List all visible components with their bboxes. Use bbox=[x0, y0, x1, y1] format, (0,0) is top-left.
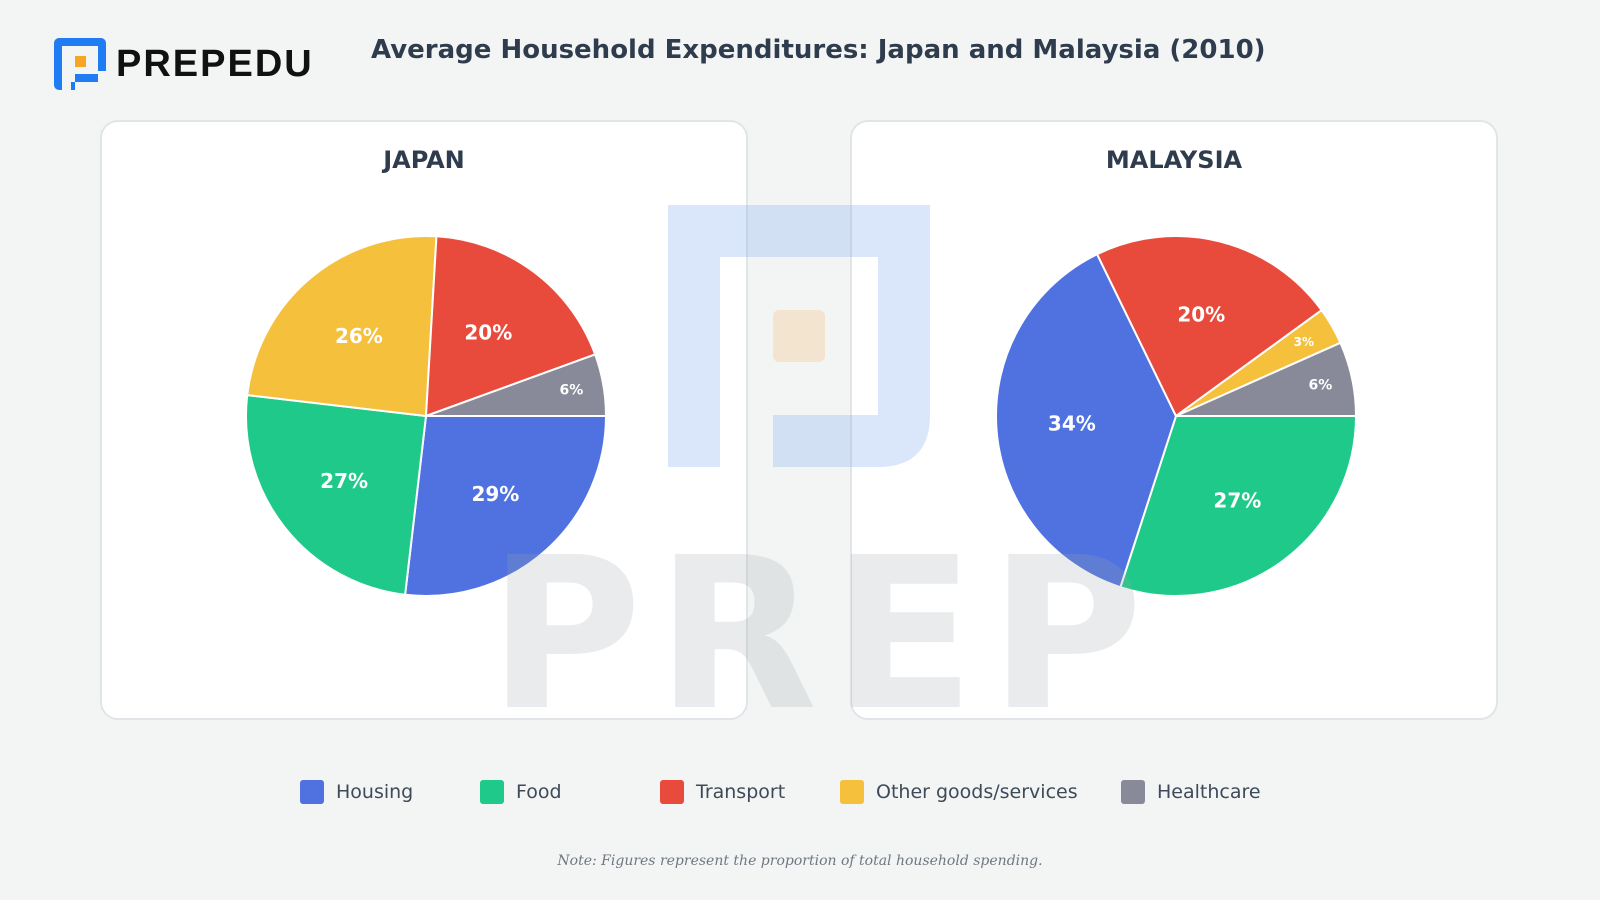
pie-slice-healthcare bbox=[1175, 341, 1358, 417]
legend-item-housing: Housing bbox=[300, 780, 413, 804]
page-title: Average Household Expenditures: Japan an… bbox=[371, 35, 1266, 65]
slice-label-healthcare: 6% bbox=[1308, 377, 1332, 393]
legend-swatch-other bbox=[840, 780, 864, 804]
legend-label: Other goods/services bbox=[876, 781, 1078, 803]
pie-slice-other-goods-services bbox=[246, 235, 438, 418]
legend-label: Transport bbox=[696, 781, 786, 803]
legend-label: Healthcare bbox=[1157, 781, 1261, 803]
pie-slice-food bbox=[245, 393, 428, 596]
pie-slice-housing bbox=[403, 415, 608, 597]
malaysia-pie-chart: 27% 34% 20% 3% 6% bbox=[995, 235, 1358, 597]
slice-label-healthcare: 6% bbox=[559, 382, 583, 398]
slice-label-housing: 29% bbox=[471, 482, 519, 506]
pie-slice-healthcare bbox=[425, 353, 608, 417]
chart-title-japan: JAPAN bbox=[383, 146, 465, 174]
slice-label-transport: 20% bbox=[1177, 303, 1225, 327]
pie-slice-food bbox=[1119, 415, 1358, 597]
japan-pie-chart: 29% 27% 26% 20% 6% bbox=[245, 235, 608, 597]
footnote: Note: Figures represent the proportion o… bbox=[557, 853, 1043, 869]
legend-item-food: Food bbox=[480, 780, 562, 804]
legend: Housing Food Transport Other goods/servi… bbox=[0, 780, 1600, 808]
legend-swatch-food bbox=[480, 780, 504, 804]
brand-name: PREPEDU bbox=[116, 42, 314, 85]
legend-item-transport: Transport bbox=[660, 780, 785, 804]
legend-label: Housing bbox=[336, 781, 414, 803]
legend-swatch-transport bbox=[660, 780, 684, 804]
legend-swatch-healthcare bbox=[1121, 780, 1145, 804]
slice-label-other-goods-services: 3% bbox=[1294, 335, 1314, 349]
legend-swatch-housing bbox=[300, 780, 324, 804]
slice-label-food: 27% bbox=[1213, 488, 1261, 512]
pie-slice-transport bbox=[1095, 235, 1324, 418]
slice-label-food: 27% bbox=[320, 469, 368, 493]
slice-label-transport: 20% bbox=[464, 320, 512, 344]
legend-item-healthcare: Healthcare bbox=[1121, 780, 1261, 804]
legend-label: Food bbox=[516, 781, 562, 803]
prep-logo-icon bbox=[54, 38, 106, 90]
japan-chart-panel: JAPAN 29% 27% 26% 20% 6% bbox=[100, 120, 748, 720]
brand-logo: PREPEDU bbox=[54, 38, 314, 90]
slice-label-other-goods-services: 26% bbox=[335, 324, 383, 348]
chart-title-malaysia: MALAYSIA bbox=[1105, 146, 1243, 174]
pie-slice-housing bbox=[995, 252, 1178, 589]
legend-item-other: Other goods/services bbox=[840, 780, 1078, 804]
malaysia-chart-panel: MALAYSIA 27% 34% 20% 3% 6% bbox=[850, 120, 1498, 720]
pie-slice-transport bbox=[424, 235, 597, 418]
slice-label-housing: 34% bbox=[1048, 411, 1096, 435]
